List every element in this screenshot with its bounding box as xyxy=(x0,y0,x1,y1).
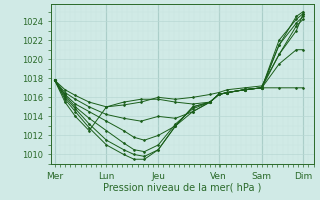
X-axis label: Pression niveau de la mer( hPa ): Pression niveau de la mer( hPa ) xyxy=(103,182,261,192)
